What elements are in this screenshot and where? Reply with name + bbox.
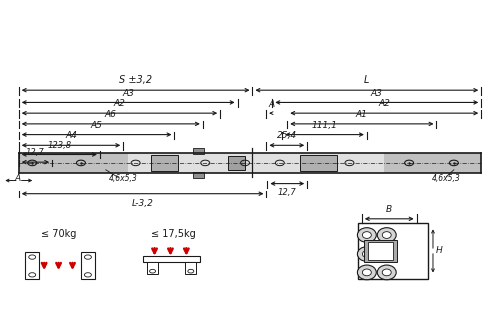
Text: 4,6x5,3: 4,6x5,3 [109, 174, 138, 184]
Text: H: H [436, 247, 442, 256]
Ellipse shape [382, 269, 391, 276]
Text: A4: A4 [65, 131, 77, 140]
Ellipse shape [362, 269, 372, 276]
Text: 111,1: 111,1 [312, 121, 338, 130]
Ellipse shape [378, 247, 396, 261]
Text: A2: A2 [378, 99, 390, 108]
Bar [147, 262, 158, 274]
Ellipse shape [378, 265, 396, 280]
Text: S ±3,2: S ±3,2 [119, 75, 152, 85]
Text: A: A [15, 174, 21, 183]
Text: 12,7: 12,7 [26, 148, 45, 157]
Bar [358, 223, 428, 278]
Bar [143, 256, 201, 262]
Bar [384, 153, 481, 173]
Text: 123,8: 123,8 [48, 141, 72, 150]
Text: A3: A3 [122, 89, 134, 98]
Bar [193, 148, 204, 154]
Bar [19, 153, 481, 173]
Text: ≤ 70kg: ≤ 70kg [41, 229, 76, 239]
Ellipse shape [358, 265, 376, 280]
Bar [150, 154, 178, 171]
Bar [228, 156, 245, 170]
Text: A3: A3 [371, 89, 382, 98]
Bar [81, 252, 95, 278]
Ellipse shape [382, 251, 391, 257]
Ellipse shape [378, 228, 396, 242]
Text: ≤ 17,5kg: ≤ 17,5kg [150, 229, 196, 239]
Text: 25,4: 25,4 [276, 131, 297, 140]
Ellipse shape [358, 247, 376, 261]
Text: A: A [268, 100, 274, 109]
Bar [186, 262, 196, 274]
Ellipse shape [358, 228, 376, 242]
Text: 4,6x5,3: 4,6x5,3 [432, 174, 461, 184]
Text: L: L [364, 75, 370, 85]
Ellipse shape [362, 251, 372, 257]
Ellipse shape [382, 232, 391, 239]
Text: A1: A1 [356, 110, 368, 119]
Bar [300, 154, 337, 171]
Text: B: B [386, 205, 392, 214]
Text: A5: A5 [90, 121, 102, 130]
Text: A2: A2 [114, 99, 126, 108]
Bar [193, 172, 204, 178]
Ellipse shape [362, 232, 372, 239]
Bar [26, 252, 39, 278]
Text: A6: A6 [105, 110, 117, 119]
Text: L-3,2: L-3,2 [132, 199, 154, 208]
Bar [19, 153, 128, 173]
Bar [364, 240, 396, 262]
Text: 12,7: 12,7 [278, 188, 296, 197]
Bar [368, 242, 393, 260]
